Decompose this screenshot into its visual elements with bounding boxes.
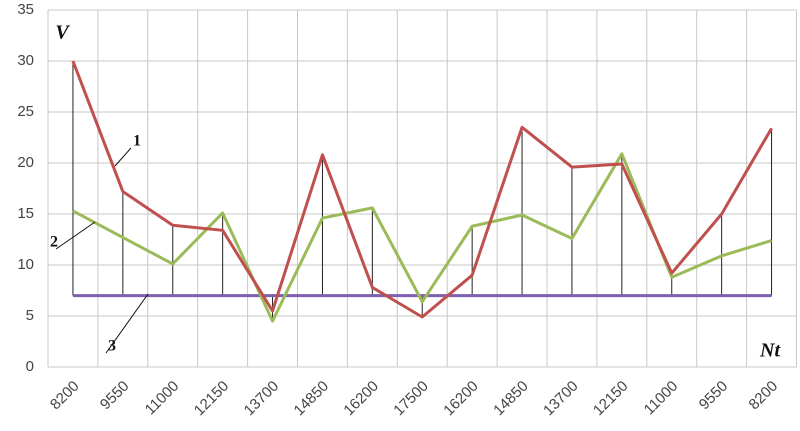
x-tick-label: 14850 [291,378,333,420]
series-annotation: 3 [108,338,116,355]
y-tick-label: 35 [17,1,34,18]
leader-line [114,147,132,167]
y-axis-label: V [55,22,70,44]
x-tick-label: 12150 [590,378,632,420]
x-tick-label: 8200 [47,378,83,414]
y-tick-label: 0 [26,358,34,375]
y-tick-label: 30 [17,52,34,69]
x-tick-label: 11000 [641,378,682,419]
x-tick-label: 11000 [142,378,183,419]
x-tick-label: 9550 [696,378,732,414]
y-tick-label: 20 [17,154,34,171]
series-line [71,60,773,319]
y-tick-label: 10 [17,256,34,273]
x-tick-label: 8200 [746,378,782,414]
x-tick-label: 14850 [490,378,532,420]
x-tick-label: 9550 [97,378,133,414]
x-tick-label: 16200 [340,378,382,420]
x-tick-label: 13700 [540,378,582,420]
x-tick-label: 17500 [390,378,432,420]
series-annotation: 2 [50,234,58,251]
series-annotation: 1 [133,133,141,150]
leader-line [105,293,149,354]
x-axis-label: Nt [759,340,781,362]
y-tick-label: 5 [26,307,34,324]
x-tick-label: 16200 [440,378,482,420]
y-tick-label: 25 [17,103,34,120]
x-tick-label: 13700 [241,378,283,420]
y-tick-label: 15 [17,205,34,222]
x-tick-label: 12150 [191,378,233,420]
leader-line [55,221,96,250]
